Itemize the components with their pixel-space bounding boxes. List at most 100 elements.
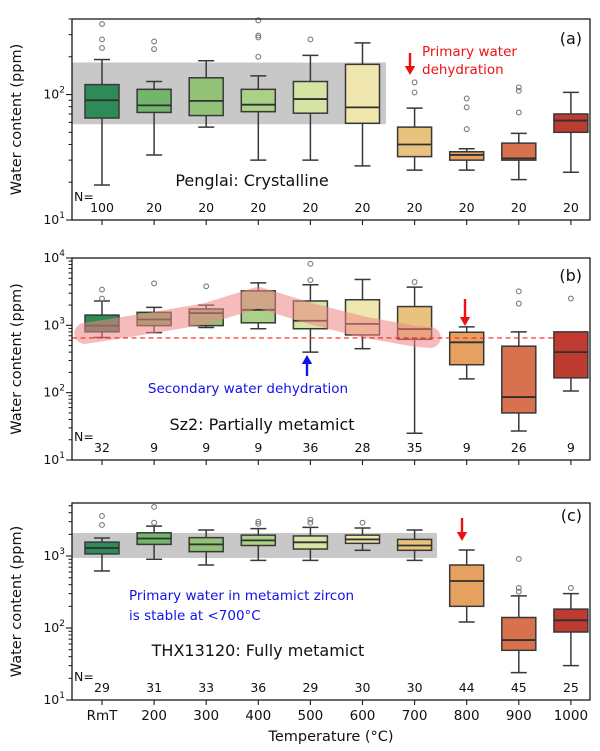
outlier-point: [515, 87, 522, 94]
iqr-box: [344, 63, 381, 125]
outlier-point: [255, 518, 262, 525]
n-value: 9: [254, 440, 262, 455]
outlier-point: [99, 295, 105, 302]
n-value: 20: [302, 200, 318, 215]
n-value: 30: [355, 680, 371, 695]
trend-band: [74, 286, 441, 348]
iqr-box: [501, 345, 537, 414]
panel-title: Sz2: Partially metamict: [169, 415, 354, 434]
y-axis-label: Water content (ppm): [9, 526, 25, 677]
outlier-point: [307, 36, 314, 43]
iqr-box: [448, 331, 485, 366]
outlier-point: [307, 516, 314, 523]
iqr-box: [501, 142, 537, 161]
outlier-point: [99, 45, 105, 51]
outlier-point: [255, 34, 262, 41]
outlier-point: [151, 280, 158, 287]
n-value: 30: [407, 680, 423, 695]
outlier-point: [463, 126, 470, 133]
panel-a: 101 102 Water content (ppm) (a) Penglai: Cry…: [9, 17, 591, 227]
n-value: 20: [355, 200, 371, 215]
outlier-point: [463, 104, 470, 111]
y-axis-label: Water content (ppm): [9, 44, 25, 195]
n-value: 31: [146, 680, 162, 695]
axis-frame: [71, 502, 591, 701]
outlier-point: [411, 79, 418, 86]
n-value: 20: [459, 200, 475, 215]
outlier-point: [99, 21, 105, 27]
y-tick-label: 101: [43, 211, 65, 227]
n-value: 20: [198, 200, 214, 215]
outlier-point: [567, 585, 574, 591]
n-value: 35: [407, 440, 423, 455]
arrow-head: [301, 355, 313, 364]
blue-arrow: [301, 355, 313, 376]
box-900: [501, 288, 537, 432]
iqr-box: [501, 616, 537, 652]
n-value: 9: [463, 440, 471, 455]
panel-c: 101 102 103 Water content (ppm) (c) THX13120:…: [9, 502, 591, 707]
n-value: 20: [407, 200, 423, 215]
n-value: 9: [202, 440, 210, 455]
box-600: [344, 519, 381, 552]
outlier-point: [151, 38, 158, 45]
outlier-point: [255, 17, 262, 24]
n-value: 25: [563, 680, 579, 695]
n-value: 26: [511, 440, 527, 455]
n-value: 29: [302, 680, 318, 695]
axis-frame: [71, 257, 591, 461]
outlier-point: [515, 300, 522, 307]
outlier-point: [411, 89, 418, 96]
annotation-text: Primary water in metamict zircon: [129, 588, 354, 604]
panel-label: (a): [560, 29, 582, 48]
box-900: [501, 556, 537, 674]
n-value: 20: [250, 200, 266, 215]
outlier-point: [255, 32, 262, 39]
x-tick-label: 900: [506, 708, 532, 724]
arrow-head: [459, 317, 471, 326]
red-arrow: [404, 53, 416, 75]
box-800: [448, 326, 485, 380]
outlier-point: [515, 288, 522, 295]
n-value: 9: [150, 440, 158, 455]
outlier-point: [515, 585, 522, 591]
panel-label: (c): [561, 506, 582, 525]
iqr-box: [188, 77, 224, 117]
x-tick-label: 800: [454, 708, 480, 724]
box-200: [136, 38, 172, 156]
panel-b: 101 102 103 104 Water content (ppm) (b) Sz2: P…: [9, 249, 591, 467]
box-500: [292, 36, 329, 161]
iqr-box: [396, 126, 433, 158]
iqr-box: [84, 83, 120, 119]
outlier-point: [567, 295, 574, 302]
y-tick-label: 102: [43, 619, 65, 635]
iqr-box: [448, 564, 485, 608]
x-tick-label: 200: [141, 708, 167, 724]
n-value: 44: [459, 680, 475, 695]
n-value: 36: [302, 440, 318, 455]
box-RmT: [84, 21, 120, 186]
outlier-point: [307, 260, 314, 267]
outlier-point: [307, 519, 314, 526]
y-tick-label: 103: [43, 547, 65, 563]
n-equals-label: N=: [74, 429, 94, 444]
annotation-text: is stable at <700°C: [129, 608, 261, 624]
x-axis-title: Temperature (°C): [267, 729, 393, 745]
n-value: 20: [511, 200, 527, 215]
box-1000: [553, 91, 589, 174]
outlier-point: [359, 519, 366, 526]
outlier-point: [151, 46, 158, 53]
x-tick-label: 700: [402, 708, 428, 724]
box-300: [188, 59, 224, 128]
y-tick-label: 102: [43, 384, 65, 400]
annotation-text: Secondary water dehydration: [148, 381, 348, 397]
outlier-point: [255, 53, 262, 60]
y-tick-label: 102: [43, 86, 65, 102]
x-tick-label: 300: [193, 708, 219, 724]
outlier-point: [99, 286, 105, 293]
shaded-band: [72, 62, 386, 125]
panel-title: Penglai: Crystalline: [175, 171, 328, 190]
iqr-box: [448, 150, 485, 161]
